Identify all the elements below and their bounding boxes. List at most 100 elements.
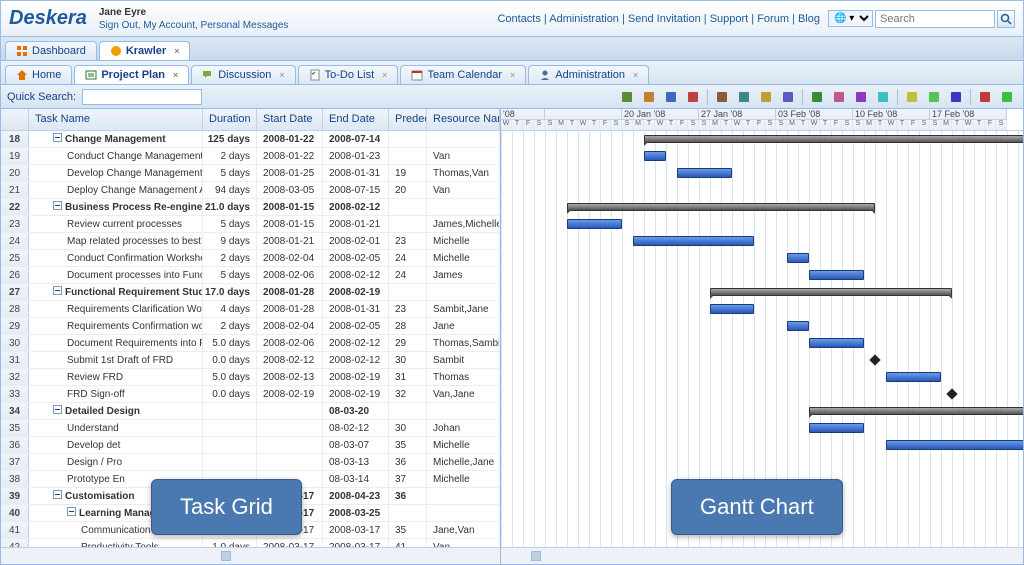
- subtab-home[interactable]: Home: [5, 65, 72, 84]
- gantt-task-bar[interactable]: [677, 168, 732, 178]
- col-duration[interactable]: Duration: [203, 109, 257, 130]
- toolbar-button-16[interactable]: [924, 87, 944, 107]
- subtab-team-calendar[interactable]: Team Calendar×: [400, 65, 526, 84]
- table-row[interactable]: 18Change Management125 days2008-01-22200…: [1, 131, 500, 148]
- table-row[interactable]: 24Map related processes to best p9 days2…: [1, 233, 500, 250]
- subtab-administration[interactable]: Administration×: [528, 65, 649, 84]
- gantt-task-bar[interactable]: [633, 236, 754, 246]
- toolbar-button-1[interactable]: [639, 87, 659, 107]
- gantt-task-bar[interactable]: [809, 423, 864, 433]
- table-row[interactable]: 25Conduct Confirmation Workshop2 days200…: [1, 250, 500, 267]
- grid-hscroll[interactable]: [1, 547, 500, 564]
- table-row[interactable]: 34Detailed Design08-03-20: [1, 403, 500, 420]
- toolbar-button-13[interactable]: [873, 87, 893, 107]
- cell-task: Understand: [29, 420, 203, 436]
- user-links[interactable]: Sign Out, My Account, Personal Messages: [99, 19, 289, 32]
- gantt-summary-bar[interactable]: [644, 135, 1023, 143]
- table-row[interactable]: 20Develop Change Management Pl5 days2008…: [1, 165, 500, 182]
- table-row[interactable]: 33FRD Sign-off0.0 days2008-02-192008-02-…: [1, 386, 500, 403]
- table-row[interactable]: 31Submit 1st Draft of FRD0.0 days2008-02…: [1, 352, 500, 369]
- collapse-icon[interactable]: [53, 286, 62, 295]
- close-icon[interactable]: ×: [510, 70, 515, 80]
- close-icon[interactable]: ×: [174, 46, 179, 56]
- subtab-to-do-list[interactable]: To-Do List×: [298, 65, 399, 84]
- col-task-name[interactable]: Task Name: [29, 109, 203, 130]
- gantt-hscroll[interactable]: [501, 547, 1023, 564]
- nav-administration[interactable]: Administration: [549, 13, 619, 25]
- col-end-date[interactable]: End Date: [323, 109, 389, 130]
- col-resources[interactable]: Resource Names: [427, 109, 500, 130]
- cell-end: 08-03-20: [323, 403, 389, 419]
- close-icon[interactable]: ×: [173, 70, 178, 80]
- subtab-project-plan[interactable]: Project Plan×: [74, 65, 189, 84]
- toolbar-button-11[interactable]: [829, 87, 849, 107]
- gantt-task-bar[interactable]: [809, 270, 864, 280]
- tab-dashboard[interactable]: Dashboard: [5, 41, 97, 60]
- table-row[interactable]: 26Document processes into Functi5 days20…: [1, 267, 500, 284]
- gantt-task-bar[interactable]: [644, 151, 666, 161]
- gantt-week-label: 10 Feb '08: [853, 109, 930, 120]
- table-row[interactable]: 35Understand08-02-1230Johan: [1, 420, 500, 437]
- collapse-icon[interactable]: [53, 405, 62, 414]
- gantt-task-bar[interactable]: [567, 219, 622, 229]
- col-number[interactable]: [1, 109, 29, 130]
- toolbar-button-20[interactable]: [997, 87, 1017, 107]
- nav-blog[interactable]: Blog: [798, 13, 820, 25]
- table-row[interactable]: 27Functional Requirement Study17.0 days2…: [1, 284, 500, 301]
- nav-forum[interactable]: Forum: [757, 13, 789, 25]
- quick-search-input[interactable]: [82, 89, 202, 105]
- search-scope-select[interactable]: 🌐 ▾: [828, 10, 873, 27]
- toolbar-button-3[interactable]: [683, 87, 703, 107]
- toolbar-button-17[interactable]: [946, 87, 966, 107]
- close-icon[interactable]: ×: [382, 70, 387, 80]
- gantt-task-bar[interactable]: [886, 372, 941, 382]
- subtab-discussion[interactable]: Discussion×: [191, 65, 295, 84]
- gantt-day-label: T: [743, 120, 754, 130]
- toolbar-button-6[interactable]: [734, 87, 754, 107]
- toolbar-button-2[interactable]: [661, 87, 681, 107]
- gantt-summary-bar[interactable]: [710, 288, 952, 296]
- toolbar-button-15[interactable]: [902, 87, 922, 107]
- nav-contacts[interactable]: Contacts: [497, 13, 540, 25]
- gantt-task-bar[interactable]: [787, 253, 809, 263]
- collapse-icon[interactable]: [53, 490, 62, 499]
- collapse-icon[interactable]: [67, 507, 76, 516]
- table-row[interactable]: 30Document Requirements into FRD5.0 days…: [1, 335, 500, 352]
- gantt-day-label: F: [908, 120, 919, 130]
- toolbar-button-5[interactable]: [712, 87, 732, 107]
- toolbar-button-19[interactable]: [975, 87, 995, 107]
- gantt-task-bar[interactable]: [710, 304, 754, 314]
- search-input[interactable]: [875, 10, 995, 28]
- table-row[interactable]: 28Requirements Clarification Works4 days…: [1, 301, 500, 318]
- table-row[interactable]: 37Design / Pro08-03-1336Michelle,Jane: [1, 454, 500, 471]
- col-predecessors[interactable]: Predec: [389, 109, 427, 130]
- table-row[interactable]: 22Business Process Re-engineerin21.0 day…: [1, 199, 500, 216]
- toolbar-button-10[interactable]: [807, 87, 827, 107]
- table-row[interactable]: 29Requirements Confirmation work2 days20…: [1, 318, 500, 335]
- tab-krawler[interactable]: Krawler×: [99, 41, 191, 60]
- collapse-icon[interactable]: [53, 133, 62, 142]
- toolbar-button-7[interactable]: [756, 87, 776, 107]
- toolbar-button-12[interactable]: [851, 87, 871, 107]
- col-start-date[interactable]: Start Date: [257, 109, 323, 130]
- gantt-task-bar[interactable]: [886, 440, 1023, 450]
- search-button[interactable]: [997, 10, 1015, 28]
- close-icon[interactable]: ×: [279, 70, 284, 80]
- nav-send-invitation[interactable]: Send Invitation: [628, 13, 701, 25]
- gantt-task-bar[interactable]: [787, 321, 809, 331]
- table-row[interactable]: 36Develop det08-03-0735Michelle: [1, 437, 500, 454]
- gantt-summary-bar[interactable]: [809, 407, 1023, 415]
- nav-support[interactable]: Support: [710, 13, 749, 25]
- gantt-task-bar[interactable]: [809, 338, 864, 348]
- toolbar-button-8[interactable]: [778, 87, 798, 107]
- collapse-icon[interactable]: [53, 201, 62, 210]
- toolbar-button-0[interactable]: [617, 87, 637, 107]
- table-row[interactable]: 32Review FRD5.0 days2008-02-132008-02-19…: [1, 369, 500, 386]
- table-row[interactable]: 42Productivity Tools1.0 days2008-03-1720…: [1, 539, 500, 547]
- tool-icon: [1000, 90, 1014, 104]
- gantt-summary-bar[interactable]: [567, 203, 875, 211]
- close-icon[interactable]: ×: [633, 70, 638, 80]
- table-row[interactable]: 19Conduct Change Management Pl2 days2008…: [1, 148, 500, 165]
- table-row[interactable]: 23Review current processes5 days2008-01-…: [1, 216, 500, 233]
- table-row[interactable]: 21Deploy Change Management Act94 days200…: [1, 182, 500, 199]
